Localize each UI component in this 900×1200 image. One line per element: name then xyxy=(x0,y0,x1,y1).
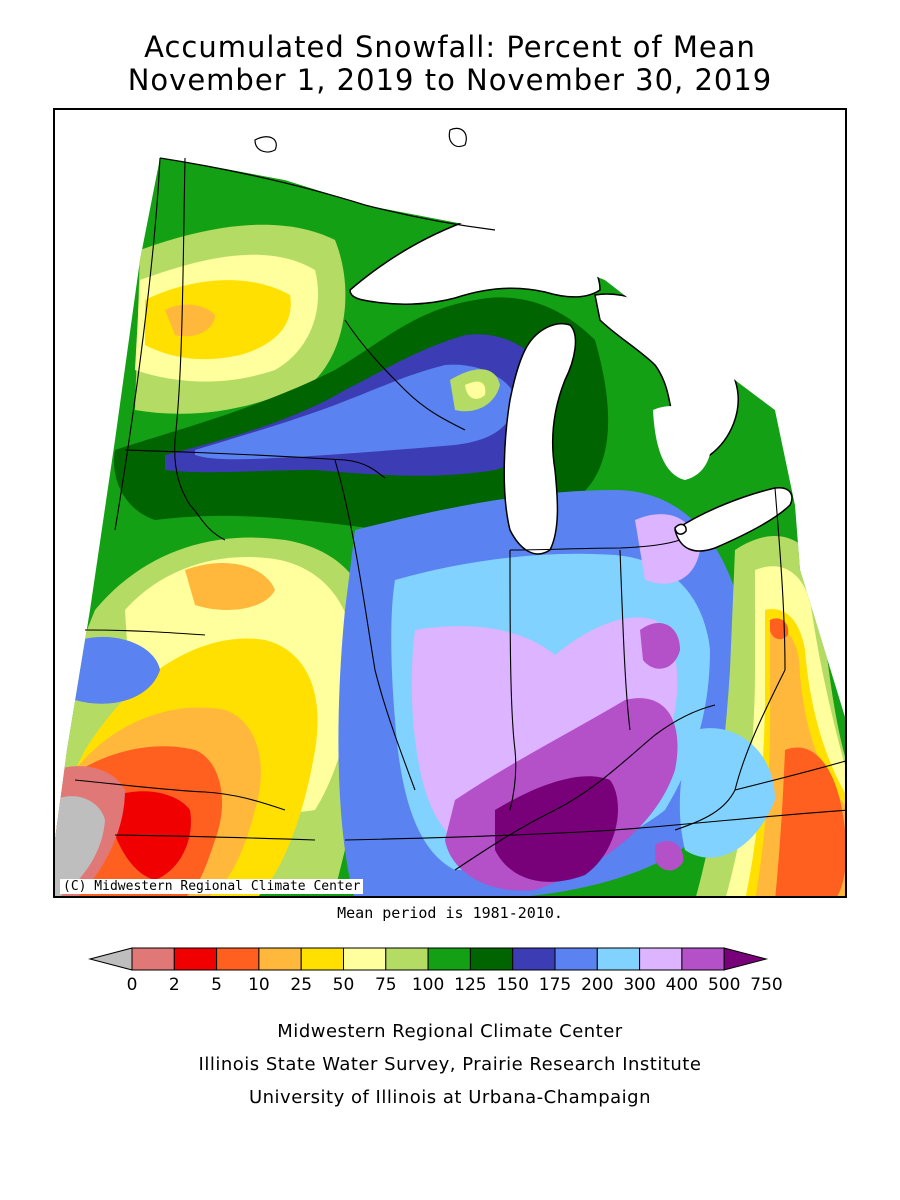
contour-25-50-nw xyxy=(165,304,215,337)
legend-tick-label: 150 xyxy=(496,975,528,995)
legend-swatch xyxy=(681,947,725,971)
border-va xyxy=(734,760,845,791)
great-lakes xyxy=(349,213,793,555)
legend-tick-label: 75 xyxy=(375,975,397,995)
canada-us-border xyxy=(159,157,496,231)
credit-isws: Illinois State Water Survey, Prairie Res… xyxy=(198,1054,702,1075)
border-ky-tn xyxy=(344,809,845,841)
legend-swatch xyxy=(639,947,683,971)
legend-tick-label: 125 xyxy=(454,975,486,995)
border-wi-mi xyxy=(344,319,466,431)
legend-tick-label: 500 xyxy=(708,975,740,995)
legend-swatch xyxy=(469,947,514,971)
legend-tick-label: 50 xyxy=(333,975,355,995)
lake-erie xyxy=(674,486,793,552)
border-sd-ne xyxy=(84,629,206,636)
border-mo-ar xyxy=(114,834,316,841)
border-ia-mo xyxy=(74,779,286,811)
contour-300-400-se xyxy=(679,728,775,858)
legend-swatch xyxy=(385,947,429,971)
legend-tick-label: 200 xyxy=(581,975,613,995)
border-mi-in-oh xyxy=(509,539,681,551)
legend-tick-label: 25 xyxy=(290,975,312,995)
credit-uiuc: University of Illinois at Urbana-Champai… xyxy=(248,1087,652,1108)
state-boundaries xyxy=(74,157,845,871)
legend-swatch xyxy=(723,947,769,971)
legend-tick-label: 100 xyxy=(412,975,444,995)
map-title: Accumulated Snowfall: Percent of Mean xyxy=(144,30,756,64)
legend-swatch xyxy=(596,947,641,971)
border-ia-il xyxy=(334,459,416,791)
border-nd-mn xyxy=(114,157,161,531)
legend-tick-label: 300 xyxy=(623,975,655,995)
lake-michigan xyxy=(503,323,577,555)
legend-tick-label: 0 xyxy=(127,975,138,995)
map-date-range: November 1, 2019 to November 30, 2019 xyxy=(127,63,773,97)
michigan-lower-peninsula xyxy=(653,406,712,480)
contour-10-25-east xyxy=(775,747,845,896)
mean-period-note: Mean period is 1981-2010. xyxy=(337,904,563,922)
border-oh-pa xyxy=(774,487,786,671)
map-copyright: (C) Midwestern Regional Climate Center xyxy=(60,879,364,894)
legend-tick-label: 2 xyxy=(169,975,180,995)
border-mn-wi xyxy=(174,157,226,541)
legend-swatch xyxy=(216,947,260,971)
legend-swatches xyxy=(88,947,769,971)
border-ia-mn xyxy=(124,449,386,479)
legend-swatch xyxy=(554,947,598,971)
legend-tick-label: 5 xyxy=(211,975,222,995)
contour-500-750-oh xyxy=(640,622,680,669)
contour-0-2-sw xyxy=(55,796,105,896)
contour-500-750-se xyxy=(655,841,684,871)
snowfall-map xyxy=(55,110,845,896)
border-in-ky xyxy=(454,704,716,871)
contour-750-plus-ky xyxy=(495,776,618,882)
island-isle-royale xyxy=(254,136,277,153)
map-frame xyxy=(53,108,847,898)
legend-swatch xyxy=(343,947,387,971)
legend-swatch xyxy=(88,947,133,971)
legend-tick-label: 750 xyxy=(750,975,782,995)
legend-tick-labels: 0 2 5 10 25 50 75 100 125 150 175 200 300 400 500 750 xyxy=(127,975,783,995)
legend-swatch xyxy=(512,947,556,971)
legend-tick-label: 175 xyxy=(539,975,571,995)
color-legend: 0 2 5 10 25 50 75 100 125 150 175 200 300 400 500 750 xyxy=(88,947,783,995)
legend-tick-label: 10 xyxy=(248,975,270,995)
canada-region xyxy=(145,110,845,529)
border-in-oh xyxy=(619,549,631,731)
border-il-in xyxy=(509,549,517,811)
island-north xyxy=(448,127,467,148)
legend-swatch xyxy=(258,947,302,971)
legend-swatch xyxy=(173,947,218,971)
legend-swatch xyxy=(131,947,175,971)
legend-swatch xyxy=(427,947,471,971)
contour-200-300-west xyxy=(75,636,160,704)
contour-200-300-mn xyxy=(195,364,515,460)
lake-st-clair xyxy=(674,523,687,535)
border-wv xyxy=(674,669,786,831)
contour-25-50-mn-south xyxy=(185,562,275,610)
credit-mrcc: Midwestern Regional Climate Center xyxy=(277,1021,623,1042)
contour-75-100-wi xyxy=(465,381,486,399)
legend-swatch xyxy=(300,947,345,971)
legend-tick-label: 400 xyxy=(666,975,698,995)
